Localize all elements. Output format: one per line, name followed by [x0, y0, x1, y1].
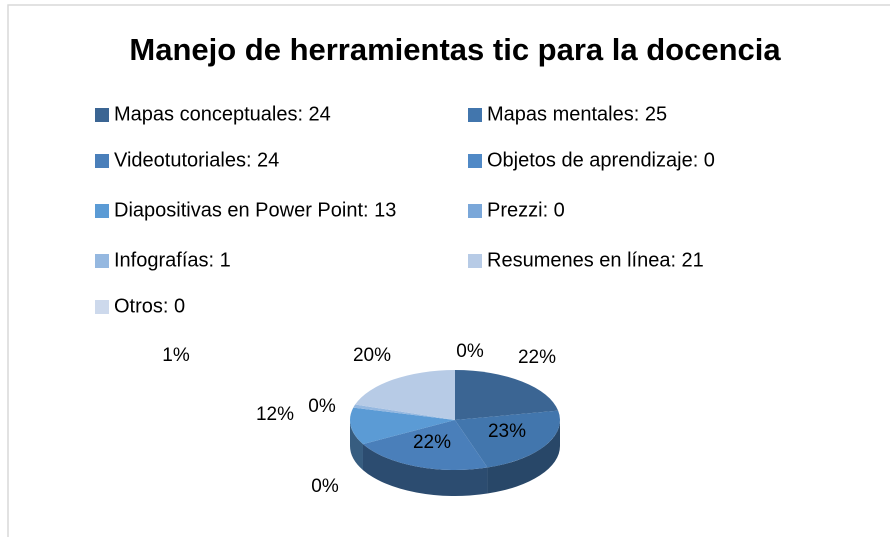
chart-title: Manejo de herramientas tic para la docen… [129, 32, 781, 67]
legend-swatch [95, 204, 109, 218]
legend-swatch [468, 108, 482, 122]
data-label: 0% [311, 476, 339, 497]
legend-label: Videotutoriales: 24 [114, 149, 279, 171]
pie-side [487, 420, 560, 494]
legend-label: Infografías: 1 [114, 249, 231, 271]
pie-side [350, 420, 363, 471]
legend-label: Diapositivas en Power Point: 13 [114, 199, 396, 221]
legend-swatch [468, 254, 482, 268]
data-label: 20% [353, 345, 391, 366]
legend-label: Resumenes en línea: 21 [487, 249, 704, 271]
chart-border [7, 4, 890, 537]
legend-swatch [468, 204, 482, 218]
legend-swatch [95, 254, 109, 268]
pie-slice [353, 404, 455, 420]
legend-label: Prezzi: 0 [487, 199, 565, 221]
pie-slice [355, 370, 455, 420]
pie-slice [455, 370, 559, 420]
legend-swatch [468, 154, 482, 168]
legend-label: Mapas conceptuales: 24 [114, 103, 331, 125]
data-label: 0% [308, 396, 336, 417]
data-label: 22% [518, 347, 556, 368]
legend-swatch [95, 300, 109, 314]
pie-slice [362, 420, 488, 470]
data-label: 1% [162, 345, 190, 366]
data-label: 22% [413, 432, 451, 453]
pie-slice [455, 410, 560, 468]
data-label: 0% [456, 341, 484, 362]
legend-swatch [95, 108, 109, 122]
pie-side [362, 444, 488, 496]
legend-swatch [95, 154, 109, 168]
data-label: 23% [488, 421, 526, 442]
pie-slice [350, 407, 455, 445]
legend-label: Mapas mentales: 25 [487, 103, 667, 125]
data-label: 12% [256, 404, 294, 425]
legend-label: Otros: 0 [114, 295, 185, 317]
legend-label: Objetos de aprendizaje: 0 [487, 149, 715, 171]
